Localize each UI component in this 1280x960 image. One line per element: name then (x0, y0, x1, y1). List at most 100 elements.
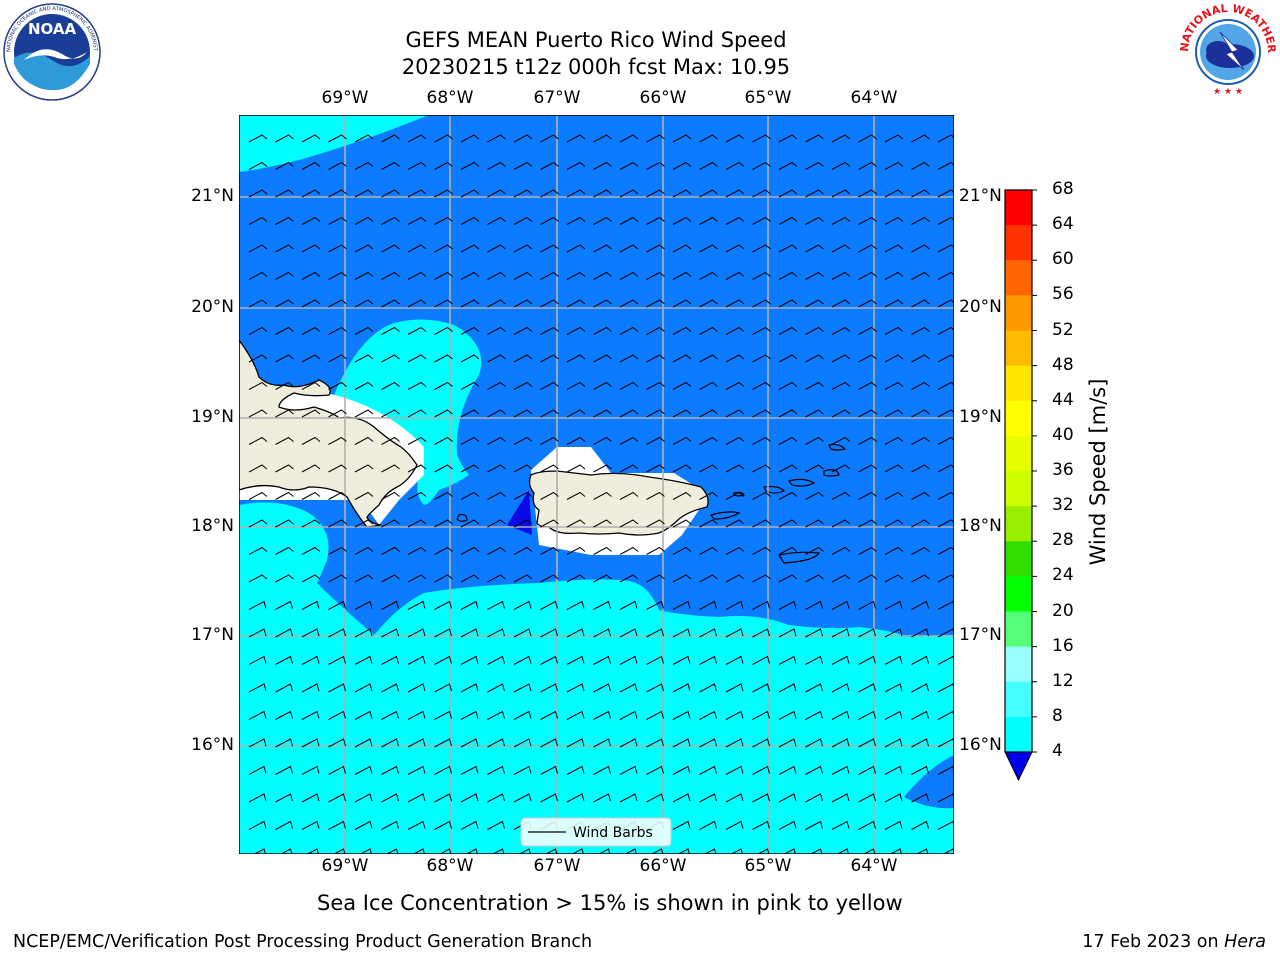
wind-barb (831, 326, 851, 335)
wind-barb (460, 491, 480, 500)
footer-host: Hera (1224, 932, 1266, 952)
wind-barb (937, 299, 954, 308)
wind-barb (672, 299, 692, 308)
wind-barb (328, 628, 346, 638)
wind-barb (301, 628, 320, 638)
wind-barb (248, 683, 267, 693)
wind-region-8-12-mona (334, 319, 482, 505)
colorbar-tick-label: 20 (1052, 600, 1074, 621)
wind-barb (942, 848, 954, 854)
wind-barb (646, 546, 665, 555)
wind-barb (381, 710, 399, 720)
wind-barb (831, 134, 851, 143)
wind-barb (407, 738, 426, 748)
colorbar-segment (1005, 646, 1032, 683)
wind-barb (407, 820, 426, 830)
colorbar-tick-label: 32 (1052, 495, 1074, 516)
colorbar-tick-label: 52 (1052, 319, 1074, 340)
wind-barb (911, 409, 930, 418)
wind-barb (460, 244, 480, 253)
island-anegada (828, 443, 847, 451)
wind-barb (805, 409, 824, 418)
wind-barb (911, 161, 930, 170)
wind-barb (540, 683, 558, 693)
wind-barb (831, 161, 851, 170)
wind-barb (328, 216, 347, 225)
wind-barb (699, 738, 717, 748)
wind-barb (328, 765, 346, 775)
wind-barb (248, 574, 268, 583)
wind-barb (619, 574, 639, 583)
wind-barb (619, 628, 638, 638)
wind-barb (487, 381, 506, 390)
wind-barb (646, 409, 665, 418)
wind-barb (248, 134, 268, 143)
wind-barb (434, 299, 453, 308)
wind-barb (407, 354, 427, 363)
wind-barb (275, 354, 294, 363)
wind-barb (937, 271, 954, 280)
wind-barb (540, 519, 559, 528)
wind-barb (937, 710, 954, 720)
wind-barb (487, 655, 505, 665)
wind-barb (646, 326, 665, 335)
wind-barb (831, 683, 850, 693)
colorbar-tick-label: 12 (1052, 670, 1074, 691)
wind-barb (911, 464, 930, 473)
wind-barb (911, 793, 929, 803)
wind-barb (487, 683, 505, 693)
wind-barb (937, 738, 954, 748)
wind-barb (434, 600, 452, 610)
wind-barb (752, 381, 771, 390)
wind-barb (275, 436, 294, 445)
wind-barb (831, 546, 851, 555)
wind-barb (513, 464, 533, 473)
wind-barb (328, 189, 347, 198)
wind-barb (513, 655, 532, 665)
wind-barb (672, 244, 692, 253)
wind-barb (725, 409, 745, 418)
wind-barb (699, 271, 718, 280)
wind-barb (540, 244, 559, 253)
wind-barb (301, 765, 320, 775)
wind-barb (884, 134, 904, 143)
wind-barb (646, 574, 665, 583)
wind-barb (858, 326, 877, 335)
wind-barb (593, 546, 612, 555)
wind-barb (646, 381, 665, 390)
wind-barb (646, 655, 664, 665)
wind-barb (672, 216, 692, 225)
wind-barb (354, 216, 374, 225)
wind-barb (566, 546, 586, 555)
wind-barb (672, 710, 691, 720)
wind-barb (407, 189, 427, 198)
wind-barb (937, 436, 954, 445)
wind-barb (831, 436, 851, 445)
lat-label-left: 18°N (191, 516, 234, 536)
wind-barb (566, 464, 586, 473)
wind-barb (275, 189, 294, 198)
wind-barb (540, 655, 558, 665)
wind-barb (752, 299, 771, 308)
wind-barb (275, 655, 293, 665)
wind-barb (725, 271, 745, 280)
wind-barb (434, 381, 453, 390)
wind-barb (805, 244, 824, 253)
wind-barb (805, 628, 823, 638)
colorbar-tick-label: 16 (1052, 635, 1074, 656)
wind-barb (593, 765, 611, 775)
wind-barb (646, 299, 665, 308)
footer-left: NCEP/EMC/Verification Post Processing Pr… (13, 932, 593, 952)
wind-barb (805, 655, 823, 665)
wind-barb (593, 710, 611, 720)
island-st-john (787, 478, 816, 487)
wind-barb (884, 354, 904, 363)
wind-barb (752, 519, 771, 528)
wind-barb (911, 820, 929, 830)
wind-barb (434, 134, 453, 143)
colorbar-segment (1005, 471, 1032, 507)
wind-barb (566, 354, 586, 363)
wind-barb (937, 134, 954, 143)
wind-barb (911, 436, 930, 445)
wind-barb (672, 793, 691, 803)
